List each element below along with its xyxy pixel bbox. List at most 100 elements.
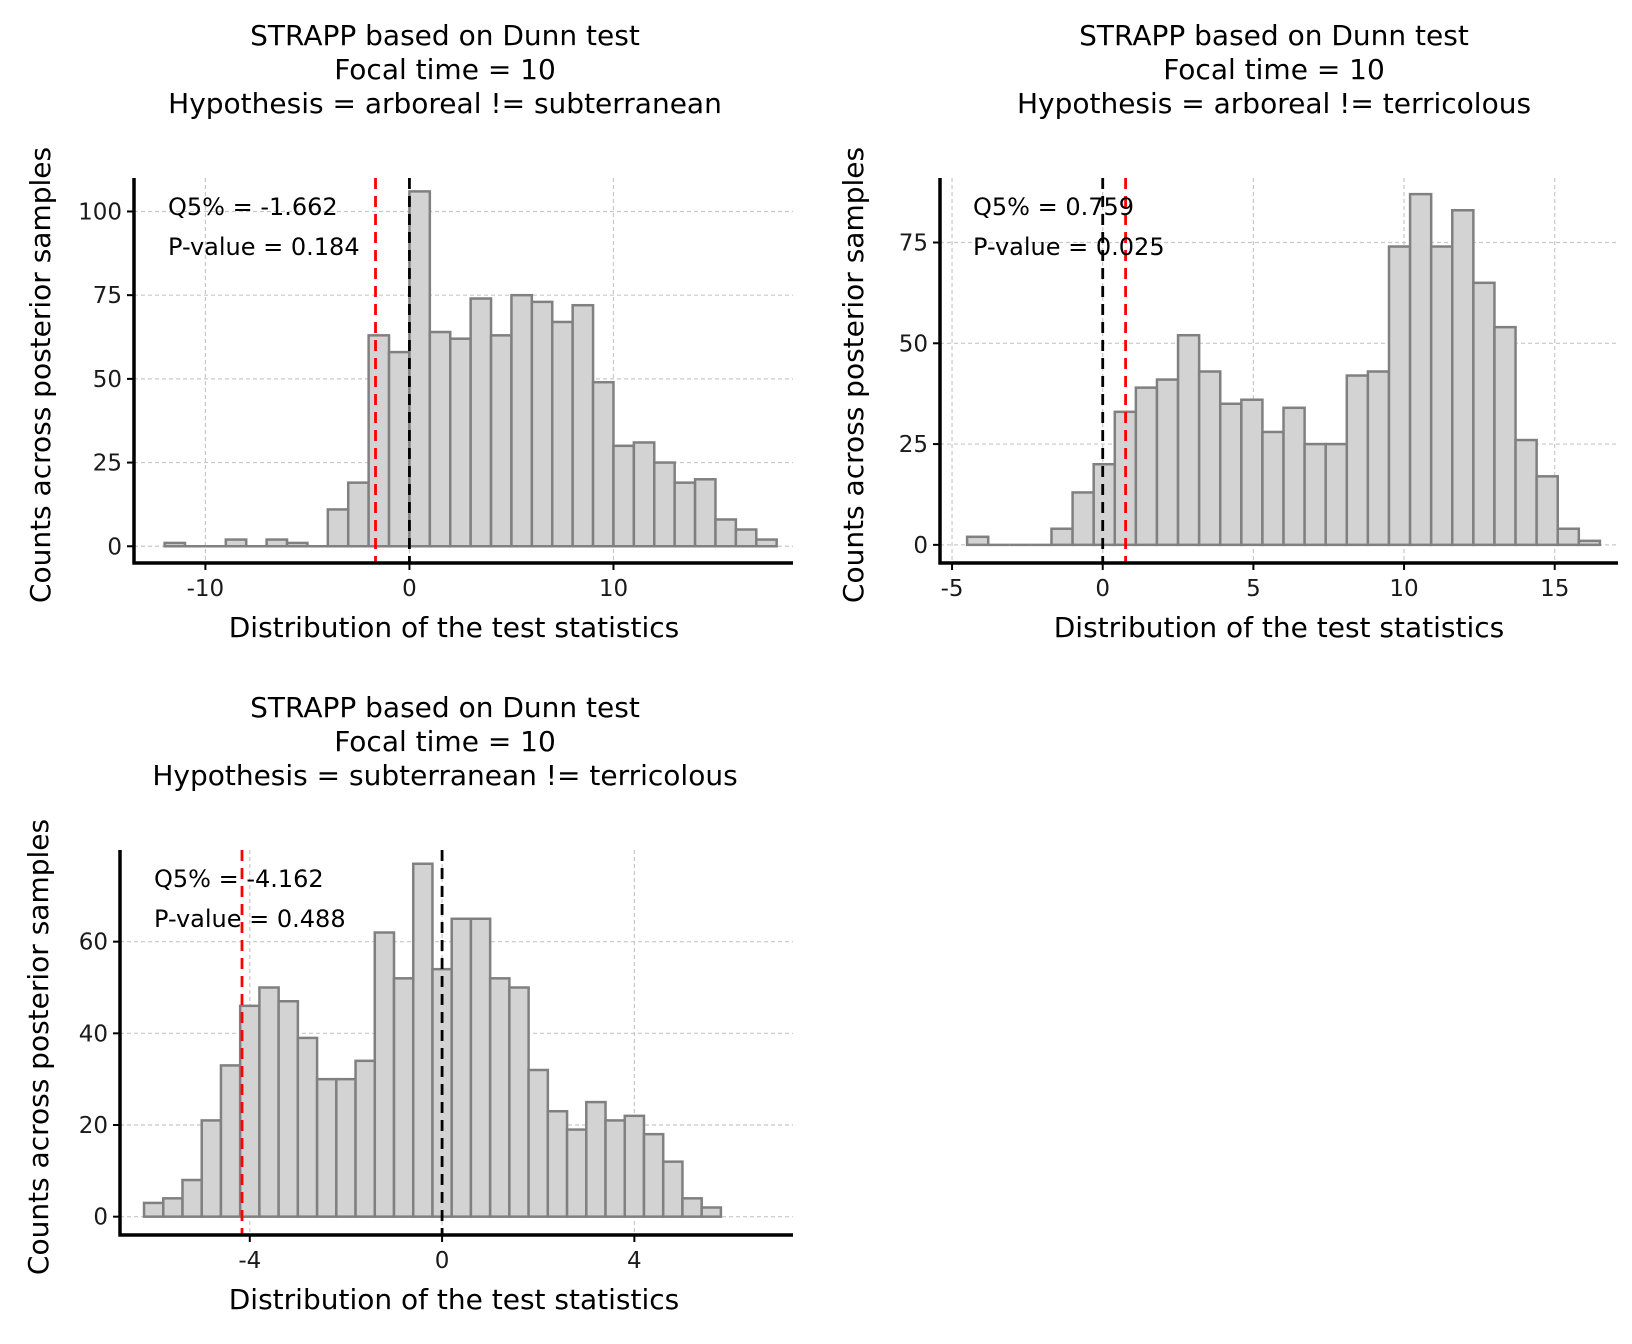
histogram-bar	[1218, 402, 1243, 547]
histogram-bar	[489, 334, 513, 548]
y-axis-label: Counts across posterior samples	[24, 147, 57, 603]
x-tick-label: 0	[402, 576, 417, 602]
x-tick-label: 5	[1246, 576, 1261, 602]
histogram-bar	[411, 862, 434, 1218]
histogram-bar	[326, 508, 350, 548]
histogram-bar	[469, 917, 492, 1218]
chart-title-line-3: Hypothesis = arboreal != subterranean	[168, 87, 722, 120]
histogram-bar	[693, 478, 717, 548]
histogram-panel-1: STRAPP based on Dunn test Focal time = 1…	[0, 0, 816, 672]
histogram-bar	[200, 1119, 223, 1218]
histogram-bar	[571, 303, 595, 548]
y-tick-label: 0	[107, 534, 122, 560]
histogram-bar	[642, 1132, 665, 1218]
x-tick-label: -4	[238, 1248, 261, 1274]
bars	[965, 192, 1602, 547]
histogram-bar	[1429, 245, 1454, 547]
reference-lines	[240, 850, 444, 1235]
histogram-bar	[551, 320, 574, 548]
x-tick-label: 0	[435, 1248, 450, 1274]
q5-annotation: Q5% = -1.662	[168, 193, 338, 221]
histogram-chart: STRAPP based on Dunn test Focal time = 1…	[837, 19, 1618, 644]
histogram-bar	[258, 986, 280, 1218]
chart-title: STRAPP based on Dunn test Focal time = 1…	[152, 691, 737, 792]
histogram-bar	[612, 444, 636, 548]
chart-title-line-1: STRAPP based on Dunn test	[250, 691, 640, 724]
x-tick-label: 4	[627, 1248, 642, 1274]
histogram-bar	[163, 541, 187, 548]
y-tick-label: 100	[78, 199, 122, 225]
histogram-bar	[450, 917, 473, 1218]
histogram-chart: STRAPP based on Dunn test Focal time = 1…	[22, 691, 793, 1316]
histogram-bar	[623, 1114, 646, 1218]
histogram-bar	[162, 1197, 184, 1218]
x-axis-label: Distribution of the test statistics	[229, 1283, 679, 1316]
x-tick-label: 10	[599, 576, 628, 602]
histogram-bar	[1303, 442, 1327, 547]
histogram-bar	[1345, 374, 1370, 547]
histogram-bar	[1092, 462, 1117, 547]
histogram-bar	[1050, 527, 1074, 547]
histogram-chart: STRAPP based on Dunn test Focal time = 1…	[24, 19, 793, 644]
x-axis-label: Distribution of the test statistics	[1054, 611, 1504, 644]
histogram-bar	[1197, 370, 1222, 547]
histogram-bar	[755, 538, 778, 548]
histogram-bar	[591, 380, 615, 548]
histogram-bar	[1324, 442, 1349, 547]
histogram-bar	[508, 986, 530, 1218]
histogram-bar	[367, 334, 391, 548]
histogram-bar	[488, 977, 511, 1218]
histogram-bar	[1155, 378, 1180, 547]
chart-title-line-2: Focal time = 10	[1163, 53, 1385, 86]
y-tick-label: 0	[913, 533, 928, 559]
bars	[142, 862, 723, 1218]
x-tick-label: 15	[1540, 576, 1569, 602]
q5-annotation: Q5% = 0.759	[973, 193, 1134, 221]
bars	[163, 190, 778, 548]
histogram-bar	[354, 1059, 377, 1218]
y-axis-label: Counts across posterior samples	[22, 819, 55, 1275]
y-axis-label: Counts across posterior samples	[837, 147, 870, 603]
y-tick-label: 25	[93, 451, 122, 477]
histogram-bar	[335, 1077, 357, 1218]
x-tick-label: 10	[1389, 576, 1418, 602]
histogram-bar	[181, 1178, 203, 1218]
reference-lines	[1101, 178, 1127, 563]
p-value-annotation: P-value = 0.488	[154, 905, 346, 933]
histogram-bar	[661, 1160, 684, 1218]
x-tick-label: -10	[187, 576, 225, 602]
histogram-bar	[1176, 333, 1201, 547]
histogram-bar	[632, 441, 656, 548]
histogram-bar	[1472, 281, 1496, 547]
y-tick-label: 0	[93, 1205, 108, 1231]
histogram-bar	[527, 1068, 550, 1218]
chart-title-line-1: STRAPP based on Dunn test	[1079, 19, 1469, 52]
y-tick-label: 75	[93, 283, 122, 309]
histogram-bar	[604, 1119, 626, 1218]
histogram-bar	[1556, 527, 1581, 547]
q5-annotation: Q5% = -4.162	[154, 865, 324, 893]
y-tick-label: 50	[899, 331, 928, 357]
histogram-bar	[285, 541, 309, 548]
histogram-bar	[1071, 491, 1095, 547]
histogram-bar	[1282, 406, 1306, 547]
histogram-bar	[681, 1197, 703, 1218]
histogram-bar	[673, 481, 697, 548]
histogram-bar	[700, 1206, 723, 1218]
chart-title-line-1: STRAPP based on Dunn test	[250, 19, 640, 52]
chart-title-line-3: Hypothesis = subterranean != terricolous	[152, 759, 737, 792]
histogram-bar	[510, 293, 534, 548]
chart-title: STRAPP based on Dunn test Focal time = 1…	[1017, 19, 1531, 120]
histogram-bar	[277, 1000, 300, 1218]
chart-title-line-2: Focal time = 10	[334, 725, 556, 758]
histogram-bar	[408, 190, 432, 548]
y-tick-label: 40	[79, 1021, 108, 1047]
histogram-bar	[714, 518, 738, 548]
histogram-bar	[1408, 192, 1433, 547]
reference-lines	[374, 178, 411, 563]
histogram-bar	[734, 528, 758, 548]
histogram-bar	[469, 297, 493, 548]
histogram-bar	[1451, 209, 1475, 547]
histogram-bar	[585, 1100, 607, 1218]
histogram-bar	[387, 350, 411, 548]
